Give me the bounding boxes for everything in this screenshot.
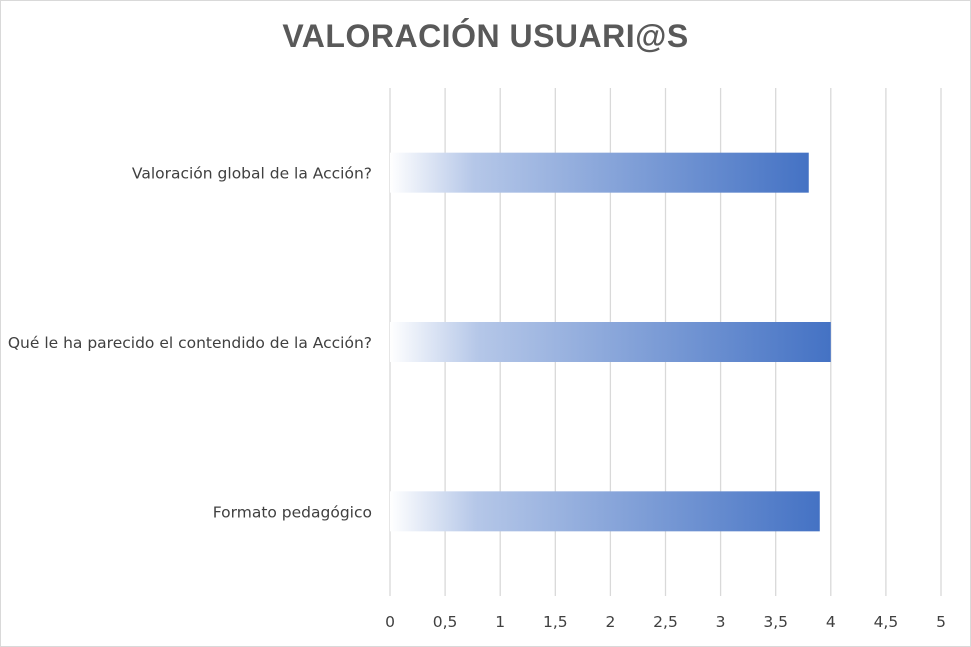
bar <box>390 152 809 193</box>
x-tick-label: 3,5 <box>763 613 788 631</box>
category-labels: Valoración global de la Acción? Qué le ha… <box>8 165 372 522</box>
x-tick-label: 1,5 <box>543 613 568 631</box>
x-tick-label: 3 <box>716 613 726 631</box>
category-label: Valoración global de la Acción? <box>132 165 372 183</box>
x-tick-label: 1 <box>495 613 505 631</box>
x-tick-label: 2,5 <box>653 613 678 631</box>
x-tick-label: 4 <box>826 613 836 631</box>
category-label: Qué le ha parecido el contendido de la A… <box>8 334 372 352</box>
bar <box>390 491 820 532</box>
chart-title: VALORACIÓN USUARI@S <box>282 18 689 54</box>
x-tick-label: 4,5 <box>874 613 899 631</box>
tick-labels: 0 0,5 1 1,5 2 2,5 3 3,5 4 4,5 5 <box>385 613 946 631</box>
x-tick-label: 5 <box>936 613 946 631</box>
x-tick-label: 2 <box>605 613 615 631</box>
bars <box>390 152 831 532</box>
bar <box>390 322 831 362</box>
category-label: Formato pedagógico <box>213 503 372 521</box>
x-tick-label: 0 <box>385 613 395 631</box>
x-tick-label: 0,5 <box>433 613 458 631</box>
